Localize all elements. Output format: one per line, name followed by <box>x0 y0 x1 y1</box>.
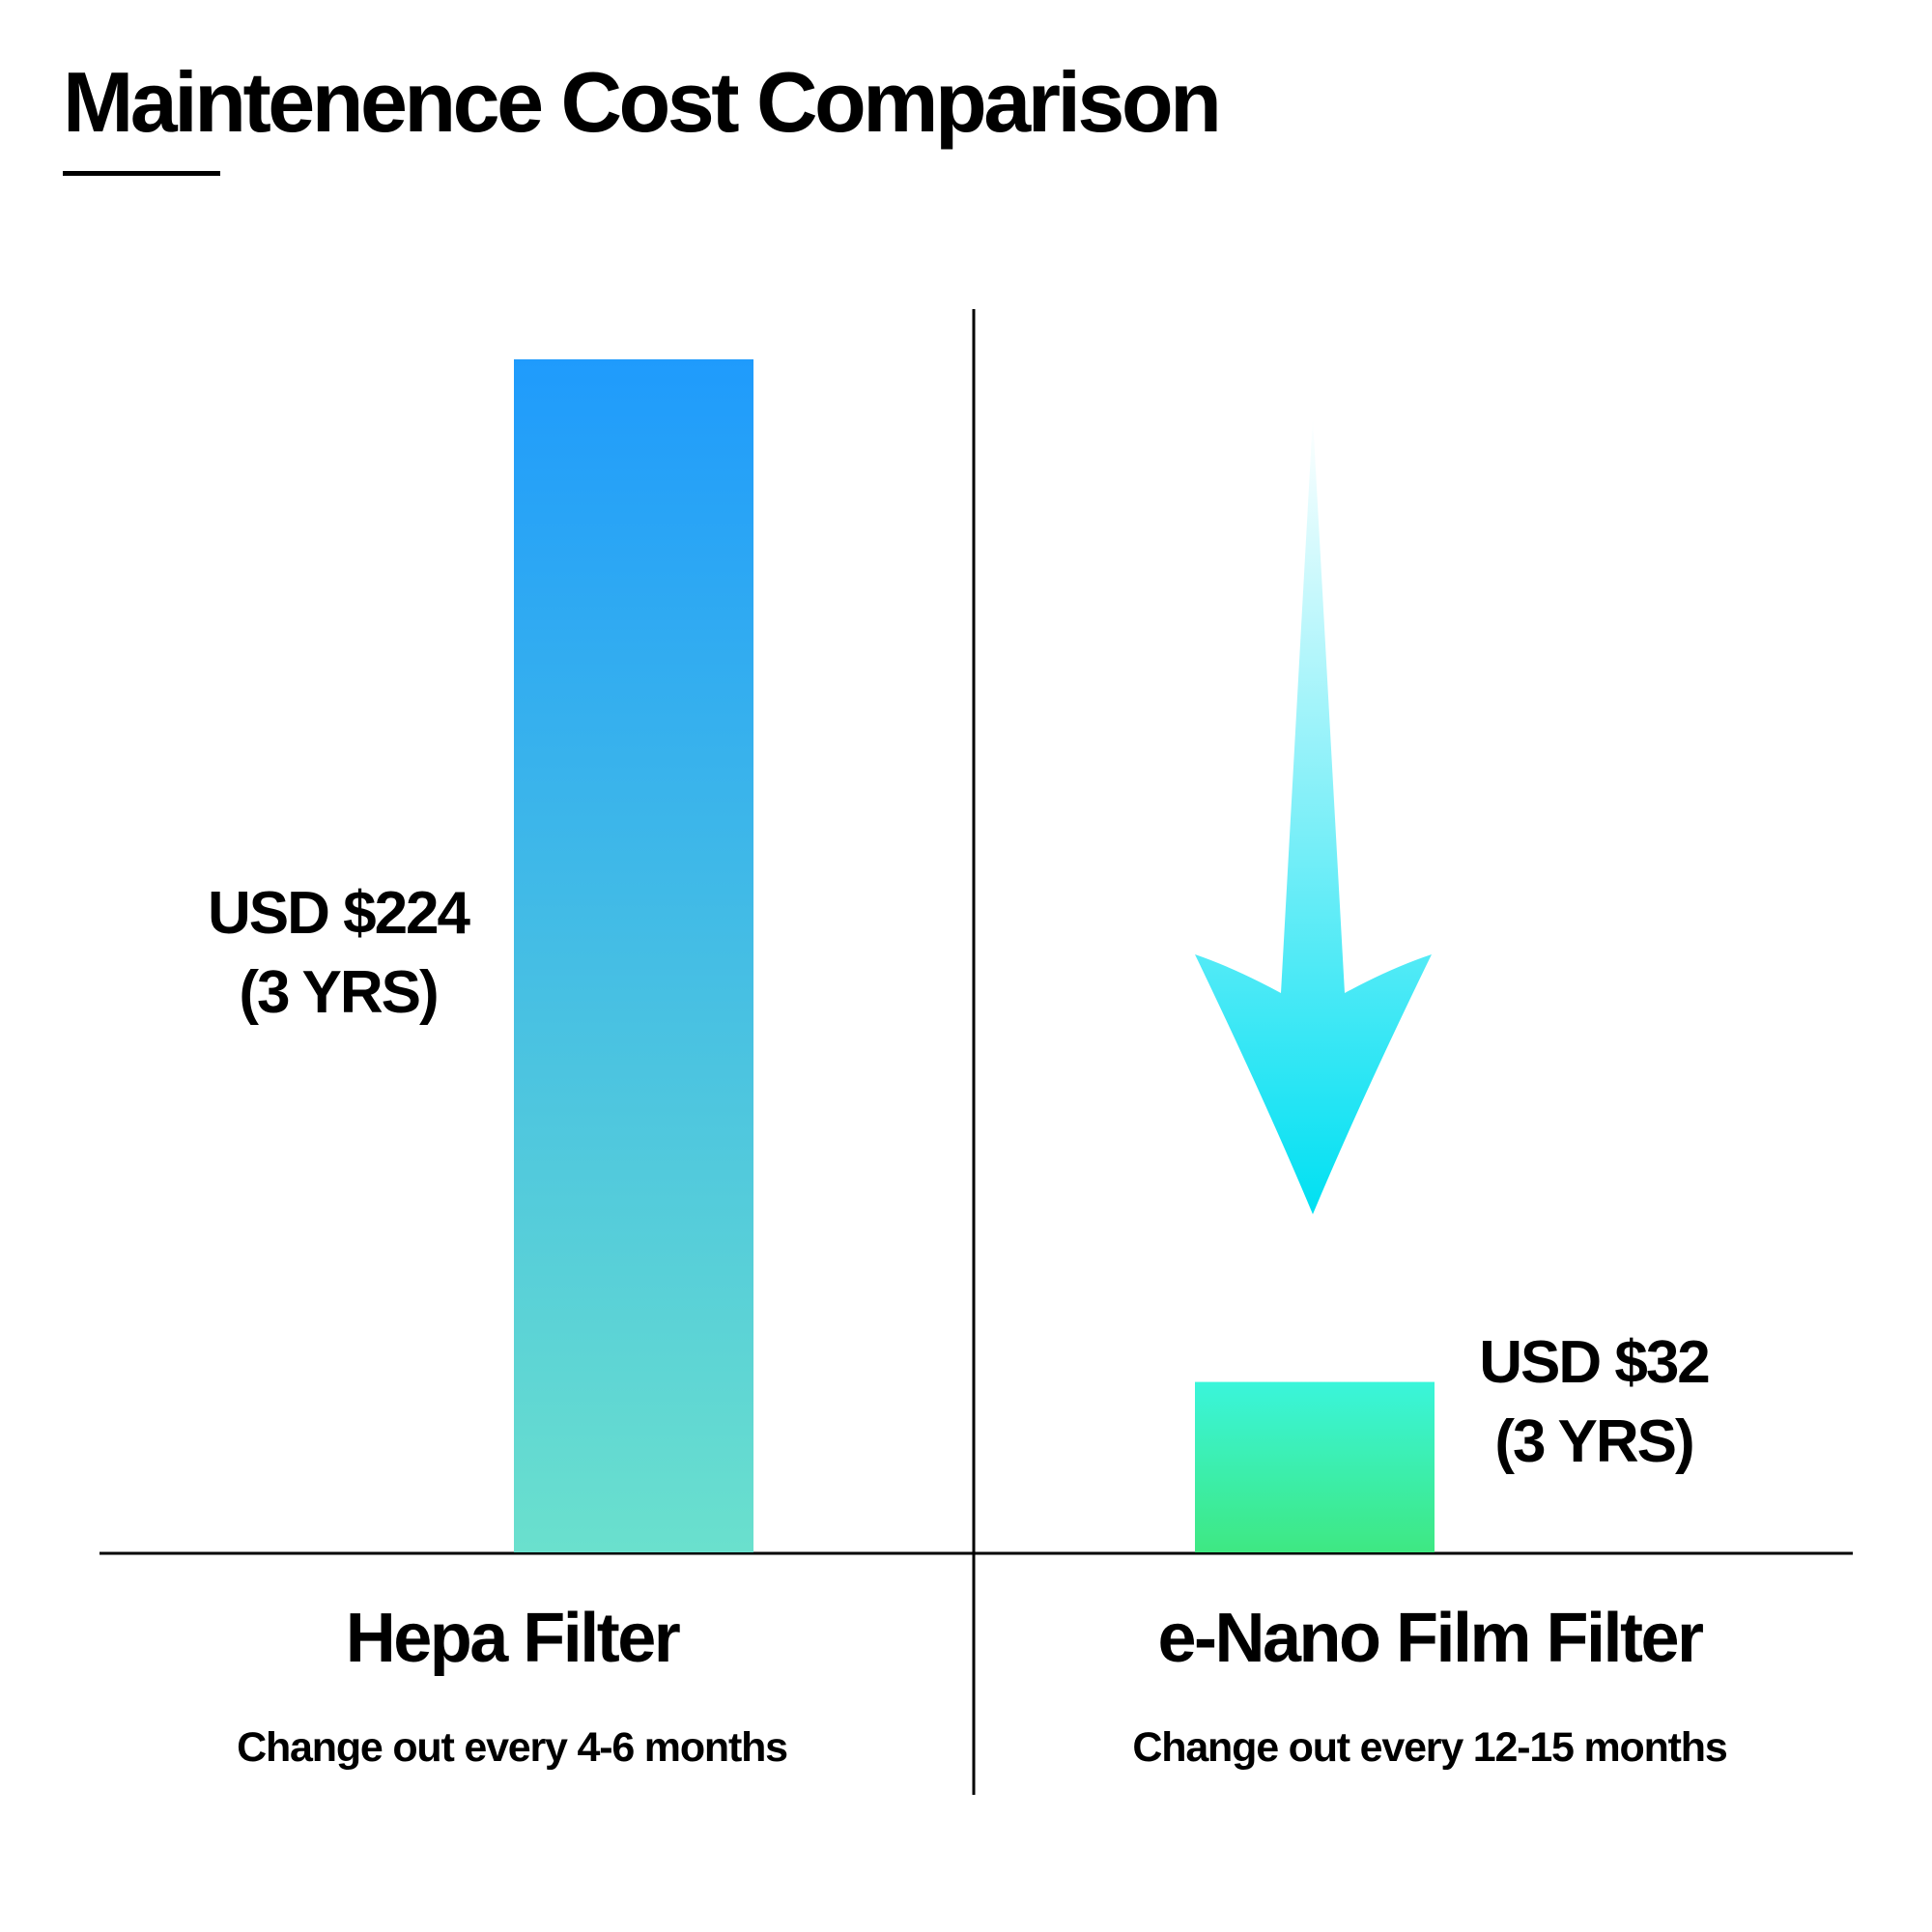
category-note-enano: Change out every 12-15 months <box>1132 1724 1727 1771</box>
category-label-hepa: Hepa Filter <box>345 1600 681 1677</box>
bar-value-label-enano-amount: USD $32 <box>1479 1329 1711 1396</box>
bar-value-label-hepa-amount: USD $224 <box>207 880 470 947</box>
category-note-hepa: Change out every 4-6 months <box>237 1724 788 1771</box>
bar-hepa <box>514 359 753 1552</box>
bar-value-label-enano: USD $32 (3 YRS) <box>1430 1323 1758 1482</box>
chart-title: Maintenence Cost Comparison <box>63 54 1222 150</box>
bar-value-label-hepa-period: (3 YRS) <box>239 959 439 1026</box>
bar-enano <box>1195 1381 1435 1552</box>
bar-value-label-hepa: USD $224 (3 YRS) <box>155 874 522 1033</box>
bar-value-label-enano-period: (3 YRS) <box>1494 1408 1694 1475</box>
category-label-enano: e-Nano Film Filter <box>1157 1600 1704 1677</box>
title-underline <box>63 171 220 176</box>
arrow-down-icon <box>1195 417 1432 1214</box>
